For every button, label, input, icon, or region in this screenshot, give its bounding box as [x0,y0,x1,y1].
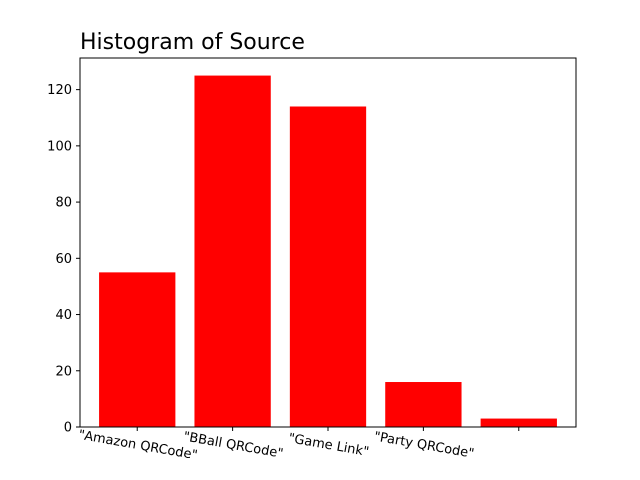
chart-title: Histogram of Source [80,30,305,55]
y-tick-label-5: 100 [47,139,72,154]
y-axis: 0 20 40 60 80 100 120 [47,83,80,436]
y-tick-label-0: 0 [64,421,72,436]
bar-0 [99,272,176,427]
x-axis: "Amazon QRCode""BBall QRCode" "Game Link"… [77,427,520,464]
bars-group [99,75,557,428]
bar-3 [385,382,462,427]
y-tick-label-1: 20 [55,364,72,379]
x-tick-label-0: "Amazon QRCode" [77,428,198,464]
bar-1 [194,75,271,428]
y-tick-label-4: 80 [55,196,72,211]
x-tick-label-2: "Game Link" [287,431,370,460]
plot-frame [79,57,577,428]
y-tick-label-3: 60 [55,252,72,267]
x-tick-label-1: "BBall QRCode" [182,429,284,461]
bar-4 [480,418,557,427]
x-tick-label-3: "Party QRCode" [373,429,475,461]
bar-2 [289,106,367,428]
y-tick-label-2: 40 [55,308,72,323]
y-tick-label-6: 120 [47,83,72,98]
